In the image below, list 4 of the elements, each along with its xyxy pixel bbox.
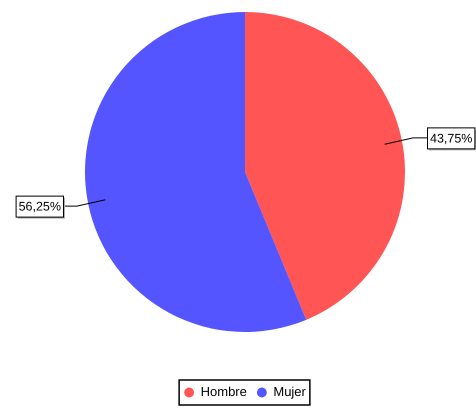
data-label: 43,75% [430, 131, 472, 146]
data-label: 56,25% [18, 200, 62, 214]
legend-label: Mujer [273, 384, 307, 400]
legend-label: Hombre [200, 384, 247, 400]
